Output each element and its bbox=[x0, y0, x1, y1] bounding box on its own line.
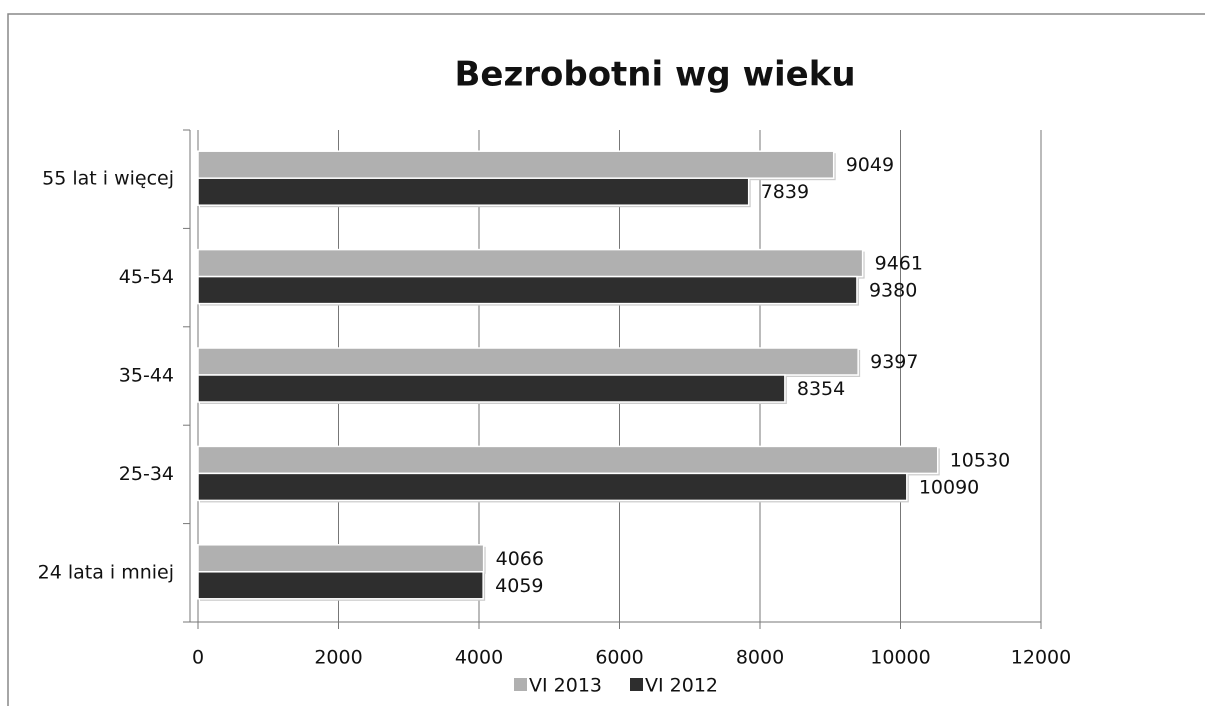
x-tick-label: 12000 bbox=[1011, 647, 1071, 669]
data-label: 9461 bbox=[875, 253, 923, 275]
bar bbox=[197, 544, 485, 573]
bar bbox=[197, 177, 750, 206]
bar bbox=[197, 248, 864, 278]
legend-swatch bbox=[630, 678, 643, 691]
y-tick-label: 24 lata i mniej bbox=[38, 561, 174, 583]
data-label: 7839 bbox=[761, 181, 809, 203]
bar bbox=[197, 571, 484, 600]
x-tick-label: 10000 bbox=[870, 647, 930, 669]
data-label: 4066 bbox=[496, 548, 544, 570]
x-tick-label: 8000 bbox=[736, 647, 784, 669]
y-tick-label: 45-54 bbox=[119, 266, 174, 288]
x-tick-label: 0 bbox=[192, 647, 204, 669]
data-label: 9049 bbox=[846, 154, 894, 176]
y-tick-label: 35-44 bbox=[119, 365, 174, 387]
x-tick-label: 2000 bbox=[314, 647, 362, 669]
data-label: 4059 bbox=[495, 575, 543, 597]
data-label: 10530 bbox=[950, 449, 1010, 471]
bar bbox=[197, 472, 908, 502]
y-tick-label: 55 lat i więcej bbox=[42, 168, 174, 190]
data-label: 8354 bbox=[797, 378, 845, 400]
data-label: 9380 bbox=[869, 280, 917, 302]
bar bbox=[197, 445, 939, 475]
data-label: 10090 bbox=[919, 476, 979, 498]
legend-label: VI 2013 bbox=[529, 675, 602, 697]
chart-frame bbox=[7, 13, 1205, 706]
x-tick-label: 6000 bbox=[595, 647, 643, 669]
bar bbox=[197, 275, 858, 305]
bar bbox=[197, 347, 859, 376]
legend-label: VI 2012 bbox=[645, 675, 718, 697]
legend-swatch bbox=[514, 678, 527, 691]
bar bbox=[197, 374, 786, 403]
bar bbox=[197, 150, 835, 179]
data-label: 9397 bbox=[870, 351, 918, 373]
chart-title: Bezrobotni wg wieku bbox=[454, 55, 855, 95]
x-tick-label: 4000 bbox=[455, 647, 503, 669]
y-tick-label: 25-34 bbox=[119, 463, 174, 485]
